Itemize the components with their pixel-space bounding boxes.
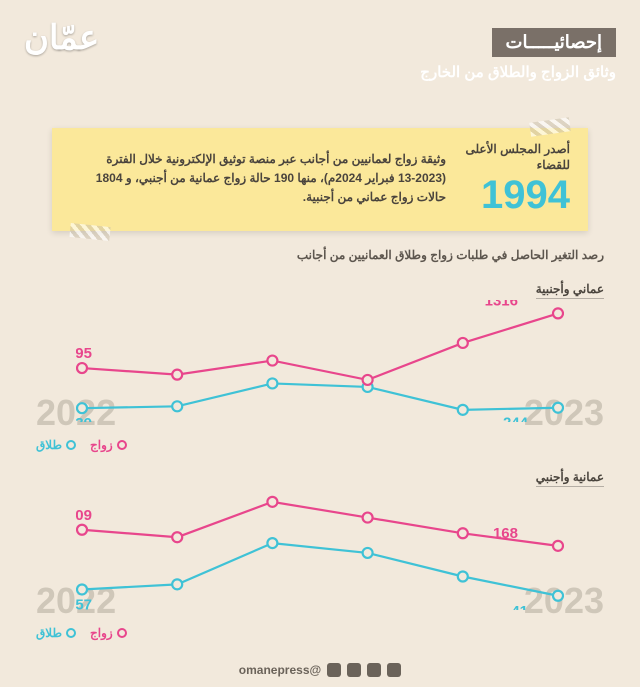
chart-omani-male: عماني وأجنبية 2022 2023 2392446951316 زو…: [36, 282, 604, 452]
footer: @omanepress: [0, 663, 640, 677]
chart2-plot: 57 41 209 168: [76, 488, 564, 610]
legend-marriage: زواج: [90, 438, 127, 452]
big-number: 1994: [460, 175, 570, 215]
highlight-box: أصدر المجلس الأعلى للقضاء 1994 وثيقة زوا…: [52, 128, 588, 231]
svg-text:695: 695: [76, 345, 92, 362]
title-block: إحصائيـــــات وثائق الزواج والطلاق من ال…: [420, 28, 616, 81]
svg-text:41: 41: [511, 603, 528, 610]
social-icon: [367, 663, 381, 677]
svg-text:239: 239: [76, 415, 92, 422]
chart-note: رصد التغير الحاصل في طلبات زواج وطلاق ال…: [297, 248, 604, 262]
big-number-caption: أصدر المجلس الأعلى للقضاء: [460, 142, 570, 173]
chart1-legend: زواج طلاق: [36, 438, 127, 452]
svg-text:168: 168: [493, 525, 518, 542]
chart1-plot: 239 244 695 1316: [76, 300, 564, 422]
chart-omani-female: عمانية وأجنبي 2022 2023 5741209168 زواج …: [36, 470, 604, 640]
svg-text:209: 209: [76, 507, 92, 524]
svg-text:244: 244: [503, 415, 529, 422]
highlight-text: وثيقة زواج لعمانيين من أجانب عبر منصة تو…: [70, 150, 446, 208]
title-badge: إحصائيـــــات: [492, 28, 616, 57]
legend-divorce: طلاق: [36, 438, 76, 452]
chart2-title: عمانية وأجنبي: [536, 470, 604, 487]
chart2-legend: زواج طلاق: [36, 626, 127, 640]
svg-text:57: 57: [76, 596, 92, 610]
chart1-title: عماني وأجنبية: [536, 282, 604, 299]
social-icon: [347, 663, 361, 677]
site-logo: عمّان: [24, 18, 99, 58]
footer-handle: @omanepress: [239, 663, 321, 677]
svg-text:1316: 1316: [485, 300, 518, 309]
legend-marriage: زواج: [90, 626, 127, 640]
social-icon: [387, 663, 401, 677]
subtitle: وثائق الزواج والطلاق من الخارج: [420, 63, 616, 81]
legend-divorce: طلاق: [36, 626, 76, 640]
social-icon: [327, 663, 341, 677]
